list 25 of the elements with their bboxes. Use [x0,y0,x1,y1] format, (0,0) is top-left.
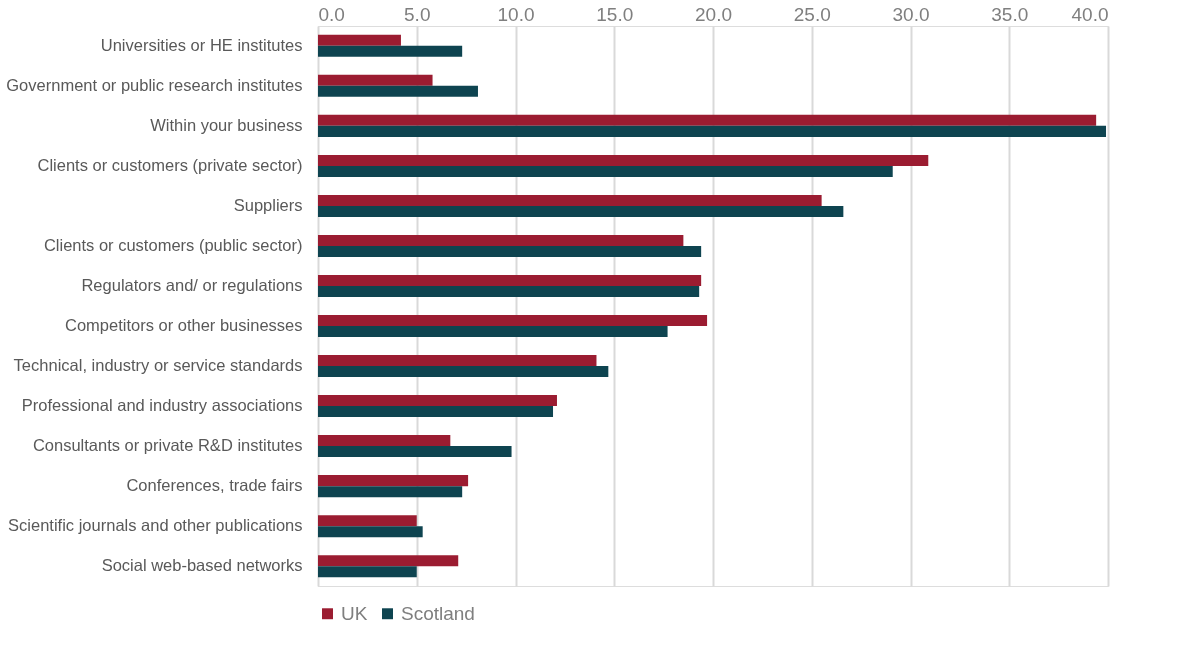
x-tick-label: 5.0 [404,3,431,25]
y-tick-label: Within your business [150,115,303,134]
x-tick-label: 30.0 [892,3,930,25]
y-tick-label: Universities or HE institutes [100,35,303,54]
legend-label: Scotland [401,602,475,624]
x-tick-label: 0.0 [318,3,345,25]
y-tick-label: Scientific journals and other publications [8,516,303,535]
x-tick-label: 40.0 [1071,3,1109,25]
x-tick-label: 25.0 [793,3,831,25]
y-tick-label: Professional and industry associations [21,396,303,415]
x-tick-label: 15.0 [596,3,634,25]
y-tick-label: Social web-based networks [101,556,303,575]
x-tick-label: 20.0 [695,3,732,25]
legend-label: UK [341,602,368,624]
x-tick-label: 35.0 [991,3,1029,25]
y-tick-label: Clients or customers (public sector) [43,235,303,254]
y-tick-label: Suppliers [233,195,303,214]
x-tick-label: 10.0 [497,3,535,25]
y-tick-label: Clients or customers (private sector) [37,155,303,174]
y-tick-label: Competitors or other businesses [64,316,303,335]
y-tick-label: Government or public research institutes [6,75,303,94]
y-tick-label: Conferences, trade fairs [126,476,303,495]
y-tick-label: Consultants or private R&D institutes [32,436,303,455]
y-tick-label: Technical, industry or service standards [13,356,303,375]
y-tick-label: Regulators and/ or regulations [81,275,303,294]
